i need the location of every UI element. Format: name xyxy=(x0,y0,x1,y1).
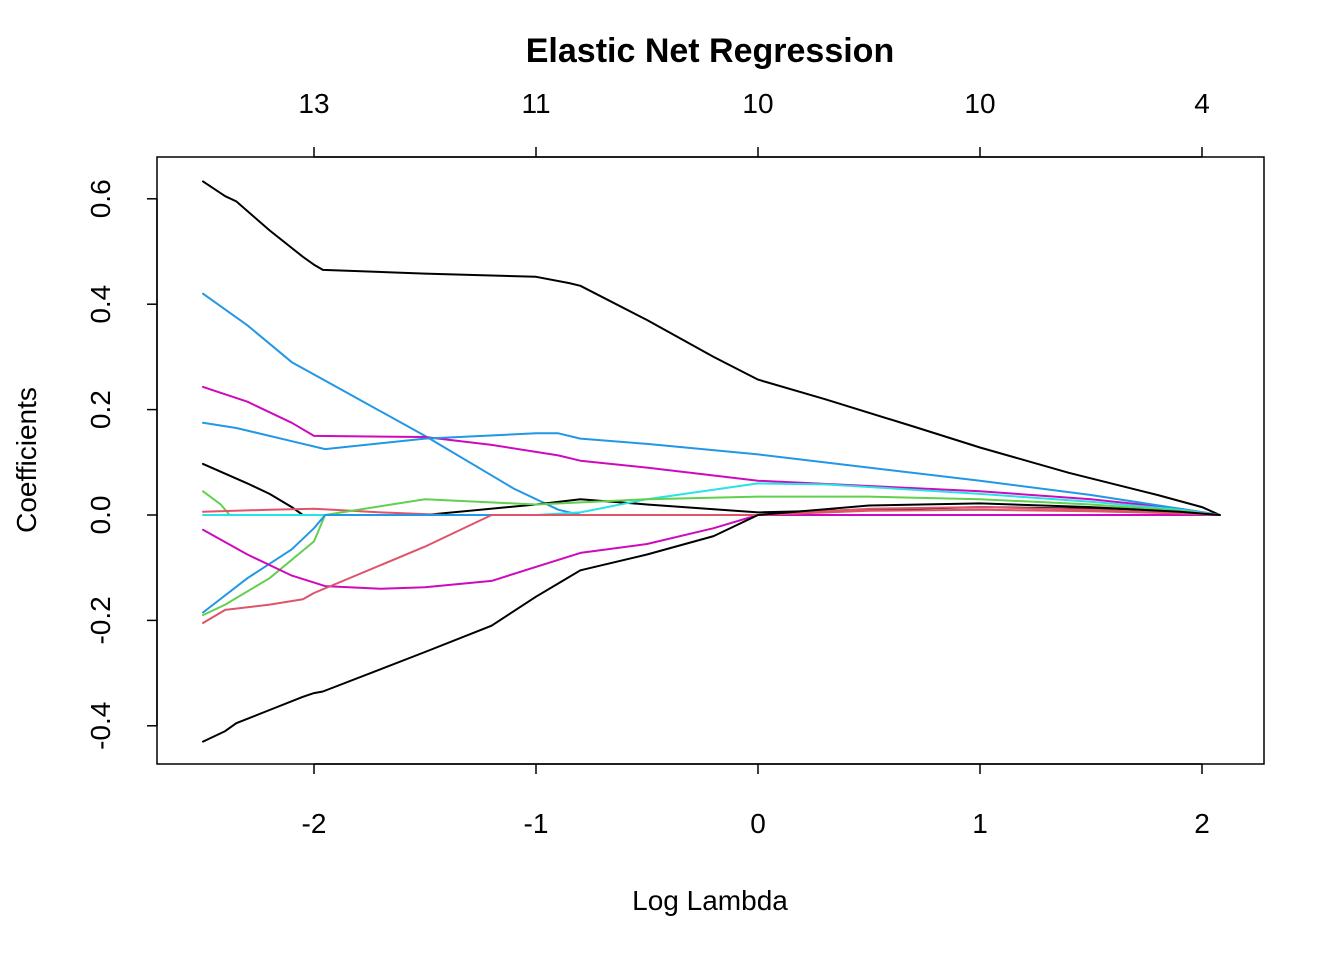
x-tick-label: 1 xyxy=(972,808,988,839)
coefficient-path-9 xyxy=(202,495,1221,617)
coefficient-path-2 xyxy=(202,292,1221,516)
plot-frame xyxy=(156,156,1265,765)
top-tick-label: 13 xyxy=(298,88,329,119)
x-axis-label: Log Lambda xyxy=(632,885,788,916)
coefficient-path-1 xyxy=(202,180,1221,516)
x-tick-label: -2 xyxy=(302,808,327,839)
top-tick-label: 10 xyxy=(742,88,773,119)
y-tick-label: 0.2 xyxy=(85,390,116,429)
top-axis: 13 11 10 10 4 xyxy=(298,88,1210,158)
y-tick-label: -0.2 xyxy=(85,596,116,644)
coefficient-path-11 xyxy=(202,514,1221,590)
coefficient-path-12 xyxy=(202,508,1221,624)
top-tick-label: 4 xyxy=(1194,88,1210,119)
series-layer xyxy=(202,180,1221,743)
coefficient-path-4 xyxy=(202,421,1221,516)
y-tick-label: 0.0 xyxy=(85,496,116,535)
bottom-axis: -2 -1 0 1 2 xyxy=(302,763,1210,839)
left-axis: -0.4 -0.2 0.0 0.2 0.4 0.6 xyxy=(85,179,158,750)
x-tick-label: -1 xyxy=(524,808,549,839)
coefficient-path-3 xyxy=(202,385,1221,516)
coefficient-path-13 xyxy=(202,502,1221,743)
y-tick-label: -0.4 xyxy=(85,702,116,750)
top-tick-label: 11 xyxy=(521,88,550,119)
y-axis-label: Coefficients xyxy=(11,387,42,533)
y-tick-label: 0.6 xyxy=(85,179,116,218)
x-tick-label: 2 xyxy=(1194,808,1210,839)
top-tick-label: 10 xyxy=(964,88,995,119)
y-tick-label: 0.4 xyxy=(85,285,116,324)
x-tick-label: 0 xyxy=(750,808,766,839)
chart-title: Elastic Net Regression xyxy=(526,32,894,70)
